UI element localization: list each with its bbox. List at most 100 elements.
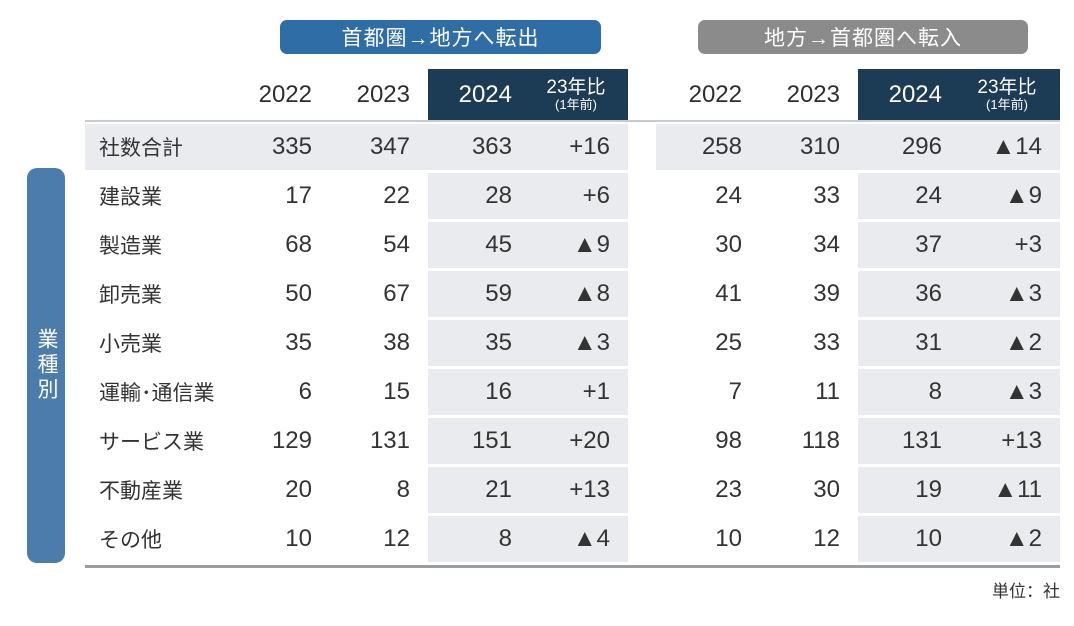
cell-out-diff: ▲3 bbox=[530, 320, 628, 366]
header-gap bbox=[628, 69, 656, 120]
cell-out-2023: 12 bbox=[383, 525, 410, 552]
table-row: その他 10 12 8 ▲4 10 12 10 ▲2 bbox=[85, 516, 1060, 562]
cell-out-2023: 8 bbox=[396, 476, 410, 503]
cell-out-diff: ▲9 bbox=[530, 222, 628, 268]
cell-out-2023: 67 bbox=[383, 280, 410, 307]
table-row: 建設業 17 22 28 +6 24 33 24 ▲9 bbox=[85, 173, 1060, 219]
cell-out-2024: 28 bbox=[428, 173, 530, 219]
header-in-diff-sublabel: (1年前) bbox=[986, 96, 1028, 112]
cell-out-diff: ▲4 bbox=[530, 516, 628, 562]
cell-out-2023: 54 bbox=[383, 231, 410, 258]
cell-out-2022: 129 bbox=[271, 427, 312, 454]
group-gap bbox=[628, 418, 656, 464]
header-in-2024: 2024 bbox=[858, 69, 960, 120]
header-in-2022: 2022 bbox=[688, 80, 742, 108]
industry-axis-bar: 業種別 bbox=[27, 168, 65, 563]
cell-in-2023: 30 bbox=[813, 476, 840, 503]
group-gap bbox=[628, 222, 656, 268]
cell-out-2022: 68 bbox=[285, 231, 312, 258]
cell-out-diff: +1 bbox=[530, 369, 628, 415]
cell-out-2022: 335 bbox=[230, 124, 330, 170]
cell-out-2024: 16 bbox=[428, 369, 530, 415]
group-gap bbox=[628, 369, 656, 415]
cell-in-diff: ▲2 bbox=[960, 516, 1060, 562]
cell-in-2024: 24 bbox=[858, 173, 960, 219]
header-in-diff-label: 23年比 bbox=[977, 76, 1037, 98]
header-divider bbox=[85, 120, 1060, 122]
cell-out-diff: +20 bbox=[530, 418, 628, 464]
cell-in-2022: 258 bbox=[656, 124, 760, 170]
table-row: 社数合計 335 347 363 +16 258 310 296 ▲14 bbox=[85, 124, 1060, 170]
table-row: 製造業 68 54 45 ▲9 30 34 37 +3 bbox=[85, 222, 1060, 268]
row-label: 小売業 bbox=[99, 333, 162, 356]
cell-in-2024: 31 bbox=[858, 320, 960, 366]
badge-outflow-label: 首都圏→地方へ転出 bbox=[341, 27, 540, 50]
cell-in-diff: ▲2 bbox=[960, 320, 1060, 366]
cell-out-2023: 22 bbox=[383, 182, 410, 209]
cell-out-2024: 8 bbox=[428, 516, 530, 562]
cell-in-diff: ▲14 bbox=[960, 124, 1060, 170]
cell-in-2023: 12 bbox=[813, 525, 840, 552]
cell-in-diff: ▲3 bbox=[960, 271, 1060, 317]
cell-in-2022: 7 bbox=[728, 378, 742, 405]
cell-in-2024: 131 bbox=[858, 418, 960, 464]
header-spacer bbox=[85, 69, 230, 120]
cell-in-2022: 25 bbox=[715, 329, 742, 356]
cell-in-2023: 118 bbox=[801, 427, 840, 454]
table-row: 卸売業 50 67 59 ▲8 41 39 36 ▲3 bbox=[85, 271, 1060, 317]
cell-in-2023: 39 bbox=[813, 280, 840, 307]
cell-out-2024: 363 bbox=[428, 124, 530, 170]
group-gap bbox=[628, 516, 656, 562]
cell-out-2024: 21 bbox=[428, 467, 530, 513]
header-out-diff: 23年比 (1年前) bbox=[530, 69, 628, 120]
cell-in-2022: 30 bbox=[715, 231, 742, 258]
header-out-diff-sublabel: (1年前) bbox=[555, 96, 597, 112]
cell-out-diff: +6 bbox=[530, 173, 628, 219]
header-out-diff-label: 23年比 bbox=[546, 76, 606, 98]
cell-out-2024: 45 bbox=[428, 222, 530, 268]
cell-out-diff: +16 bbox=[530, 124, 628, 170]
cell-in-2023: 11 bbox=[815, 378, 840, 405]
group-gap bbox=[628, 271, 656, 317]
cell-in-diff: ▲3 bbox=[960, 369, 1060, 415]
cell-out-2023: 131 bbox=[369, 427, 410, 454]
cell-out-2022: 10 bbox=[285, 525, 312, 552]
cell-in-2024: 19 bbox=[858, 467, 960, 513]
cell-out-2023: 347 bbox=[330, 124, 428, 170]
cell-in-2022: 10 bbox=[715, 525, 742, 552]
cell-in-2023: 310 bbox=[760, 124, 858, 170]
cell-in-2023: 33 bbox=[813, 329, 840, 356]
cell-out-2022: 17 bbox=[285, 182, 312, 209]
header-out-2022: 2022 bbox=[258, 80, 312, 108]
cell-out-2022: 50 bbox=[285, 280, 312, 307]
cell-in-2024: 37 bbox=[858, 222, 960, 268]
table-row: サービス業 129 131 151 +20 98 118 131 +13 bbox=[85, 418, 1060, 464]
row-label: 建設業 bbox=[99, 186, 162, 209]
table-row: 運輸･通信業 6 15 16 +1 7 11 8 ▲3 bbox=[85, 369, 1060, 415]
cell-in-2022: 23 bbox=[715, 476, 742, 503]
header-out-2024: 2024 bbox=[428, 69, 530, 120]
group-gap bbox=[628, 124, 656, 170]
cell-out-2022: 6 bbox=[298, 378, 312, 405]
cell-out-2024: 35 bbox=[428, 320, 530, 366]
table-bottom-border bbox=[85, 565, 1060, 568]
table-row: 小売業 35 38 35 ▲3 25 33 31 ▲2 bbox=[85, 320, 1060, 366]
cell-in-2024: 10 bbox=[858, 516, 960, 562]
table-header-row: 2022 2023 2024 23年比 (1年前) 2022 2023 2024… bbox=[85, 69, 1060, 120]
group-gap bbox=[628, 467, 656, 513]
group-gap bbox=[628, 173, 656, 219]
cell-in-2022: 41 bbox=[715, 280, 742, 307]
cell-out-2024: 59 bbox=[428, 271, 530, 317]
row-label: サービス業 bbox=[99, 431, 204, 454]
badge-inflow-label: 地方→首都圏へ転入 bbox=[764, 27, 962, 50]
cell-in-2024: 8 bbox=[858, 369, 960, 415]
cell-in-2024: 296 bbox=[858, 124, 960, 170]
cell-out-2022: 35 bbox=[285, 329, 312, 356]
group-gap bbox=[628, 320, 656, 366]
relocation-table: 2022 2023 2024 23年比 (1年前) 2022 2023 2024… bbox=[85, 69, 1060, 568]
table-body: 社数合計 335 347 363 +16 258 310 296 ▲14 建設業 17 22 28 +6 2… bbox=[85, 124, 1060, 562]
cell-in-diff: ▲9 bbox=[960, 173, 1060, 219]
cell-out-2023: 38 bbox=[383, 329, 410, 356]
row-label: 運輸･通信業 bbox=[99, 382, 215, 405]
